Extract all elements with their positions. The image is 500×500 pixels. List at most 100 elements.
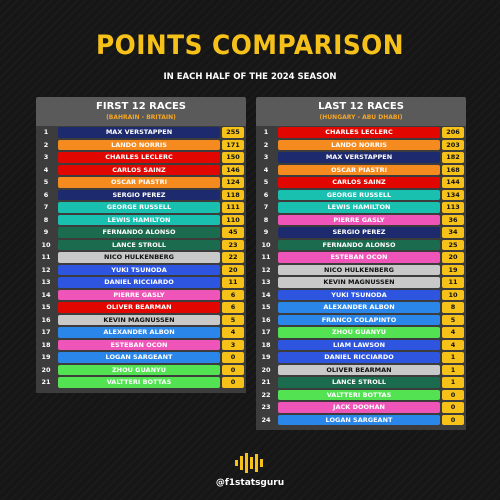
driver-bar: SERGIO PEREZ bbox=[278, 227, 440, 238]
second-half-rows: 1 CHARLES LECLERC 206 2 LANDO NORRIS 203 3 MAX … bbox=[256, 126, 466, 430]
driver-bar: LANCE STROLL bbox=[278, 377, 440, 388]
position-label: 22 bbox=[261, 390, 271, 399]
driver-bar: OLIVER BEARMAN bbox=[58, 302, 220, 313]
points-label: 5 bbox=[442, 314, 464, 325]
points-label: 0 bbox=[222, 352, 244, 363]
points-label: 23 bbox=[222, 239, 244, 250]
points-label: 10 bbox=[442, 289, 464, 300]
page-title: POINTS COMPARISON bbox=[95, 30, 405, 61]
driver-bar: OLIVER BEARMAN bbox=[278, 364, 440, 375]
driver-bar: LIAM LAWSON bbox=[278, 339, 440, 350]
driver-bar: LOGAN SARGEANT bbox=[58, 352, 220, 363]
first-half-rows: 1 MAX VERSTAPPEN 255 2 LANDO NORRIS 171 3 CHARL… bbox=[36, 126, 246, 393]
driver-bar: ALEXANDER ALBON bbox=[58, 327, 220, 338]
points-label: 1 bbox=[442, 352, 464, 363]
second-half-panel: LAST 12 RACES (HUNGARY - ABU DHABI) 1 CHA… bbox=[256, 97, 466, 430]
driver-bar: MAX VERSTAPPEN bbox=[58, 127, 220, 138]
position-label: 9 bbox=[43, 228, 49, 237]
first-half-subtitle: (BAHRAIN - BRITAIN) bbox=[106, 114, 176, 121]
table-row: 21 VALTTERI BOTTAS 0 bbox=[36, 376, 246, 389]
points-label: 118 bbox=[222, 189, 244, 200]
driver-bar: PIERRE GASLY bbox=[58, 289, 220, 300]
points-label: 4 bbox=[222, 327, 244, 338]
position-label: 18 bbox=[261, 340, 271, 349]
driver-bar: NICO HULKENBERG bbox=[278, 264, 440, 275]
table-row: 20 OLIVER BEARMAN 1 bbox=[256, 364, 466, 377]
points-label: 0 bbox=[442, 389, 464, 400]
driver-bar: CARLOS SAINZ bbox=[58, 164, 220, 175]
table-row: 19 LOGAN SARGEANT 0 bbox=[36, 351, 246, 364]
position-label: 20 bbox=[261, 365, 271, 374]
position-label: 16 bbox=[261, 315, 271, 324]
driver-bar: JACK DOOHAN bbox=[278, 402, 440, 413]
points-label: 113 bbox=[442, 202, 464, 213]
position-label: 19 bbox=[41, 353, 51, 362]
points-label: 144 bbox=[442, 177, 464, 188]
first-half-header: FIRST 12 RACES (BAHRAIN - BRITAIN) bbox=[36, 97, 246, 126]
driver-bar: CHARLES LECLERC bbox=[278, 127, 440, 138]
position-label: 13 bbox=[41, 278, 51, 287]
table-row: 13 KEVIN MAGNUSSEN 11 bbox=[256, 276, 466, 289]
position-label: 13 bbox=[261, 278, 271, 287]
table-row: 3 CHARLES LECLERC 150 bbox=[36, 151, 246, 164]
driver-bar: CHARLES LECLERC bbox=[58, 152, 220, 163]
position-label: 3 bbox=[43, 153, 49, 162]
points-label: 20 bbox=[442, 252, 464, 263]
position-label: 4 bbox=[43, 165, 49, 174]
table-row: 5 CARLOS SAINZ 144 bbox=[256, 176, 466, 189]
table-row: 12 NICO HULKENBERG 19 bbox=[256, 264, 466, 277]
points-label: 171 bbox=[222, 139, 244, 150]
points-label: 150 bbox=[222, 152, 244, 163]
driver-bar: YUKI TSUNODA bbox=[278, 289, 440, 300]
driver-bar: NICO HULKENBERG bbox=[58, 252, 220, 263]
position-label: 2 bbox=[43, 140, 49, 149]
driver-bar: DANIEL RICCIARDO bbox=[58, 277, 220, 288]
driver-bar: GEORGE RUSSELL bbox=[278, 189, 440, 200]
table-row: 7 LEWIS HAMILTON 113 bbox=[256, 201, 466, 214]
position-label: 12 bbox=[41, 265, 51, 274]
table-row: 22 VALTTERI BOTTAS 0 bbox=[256, 389, 466, 402]
points-label: 168 bbox=[442, 164, 464, 175]
position-label: 1 bbox=[43, 128, 49, 137]
points-label: 111 bbox=[222, 202, 244, 213]
driver-bar: LOGAN SARGEANT bbox=[278, 414, 440, 425]
position-label: 17 bbox=[261, 328, 271, 337]
points-label: 20 bbox=[222, 264, 244, 275]
table-row: 1 CHARLES LECLERC 206 bbox=[256, 126, 466, 139]
table-row: 20 ZHOU GUANYU 0 bbox=[36, 364, 246, 377]
table-row: 11 ESTEBAN OCON 20 bbox=[256, 251, 466, 264]
table-row: 12 YUKI TSUNODA 20 bbox=[36, 264, 246, 277]
position-label: 8 bbox=[43, 215, 49, 224]
position-label: 11 bbox=[261, 253, 271, 262]
position-label: 18 bbox=[41, 340, 51, 349]
table-row: 3 MAX VERSTAPPEN 182 bbox=[256, 151, 466, 164]
position-label: 17 bbox=[41, 328, 51, 337]
bar-logo-icon bbox=[0, 452, 500, 474]
first-half-title: FIRST 12 RACES bbox=[96, 101, 186, 112]
page-subtitle: IN EACH HALF OF THE 2024 SEASON bbox=[163, 72, 337, 82]
driver-bar: LEWIS HAMILTON bbox=[58, 214, 220, 225]
driver-bar: GEORGE RUSSELL bbox=[58, 202, 220, 213]
points-label: 36 bbox=[442, 214, 464, 225]
position-label: 11 bbox=[41, 253, 51, 262]
table-row: 6 GEORGE RUSSELL 134 bbox=[256, 189, 466, 202]
position-label: 14 bbox=[41, 290, 51, 299]
points-label: 0 bbox=[222, 377, 244, 388]
position-label: 14 bbox=[261, 290, 271, 299]
table-row: 9 SERGIO PEREZ 34 bbox=[256, 226, 466, 239]
second-half-subtitle: (HUNGARY - ABU DHABI) bbox=[319, 114, 403, 121]
position-label: 23 bbox=[261, 403, 271, 412]
position-label: 15 bbox=[41, 303, 51, 312]
driver-bar: FERNANDO ALONSO bbox=[58, 227, 220, 238]
driver-bar: LANDO NORRIS bbox=[58, 139, 220, 150]
points-label: 6 bbox=[222, 302, 244, 313]
position-label: 15 bbox=[261, 303, 271, 312]
points-label: 134 bbox=[442, 189, 464, 200]
position-label: 19 bbox=[261, 353, 271, 362]
table-row: 2 LANDO NORRIS 171 bbox=[36, 139, 246, 152]
points-label: 11 bbox=[442, 277, 464, 288]
position-label: 10 bbox=[261, 240, 271, 249]
table-row: 10 LANCE STROLL 23 bbox=[36, 239, 246, 252]
driver-bar: CARLOS SAINZ bbox=[278, 177, 440, 188]
table-row: 16 FRANCO COLAPINTO 5 bbox=[256, 314, 466, 327]
